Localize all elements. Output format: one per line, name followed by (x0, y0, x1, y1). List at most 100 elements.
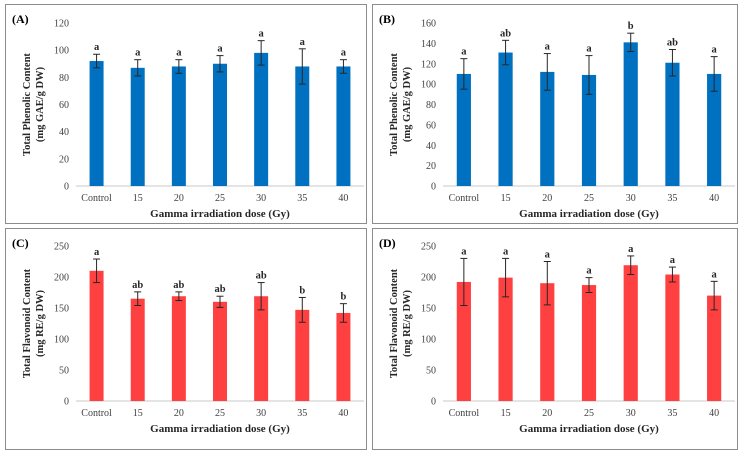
bar (89, 270, 104, 401)
y-tick-label: 120 (421, 59, 436, 70)
x-tick-label: 30 (626, 408, 636, 419)
y-axis-label-line2: (mg RE/g DW) (35, 289, 46, 357)
x-tick-label: 15 (133, 193, 143, 204)
x-tick-label: 30 (626, 193, 636, 204)
x-tick-label: Control (449, 193, 480, 204)
x-tick-label: 30 (256, 193, 266, 204)
x-tick-label: 25 (215, 193, 225, 204)
x-tick-label: 15 (501, 408, 511, 419)
y-axis-label-line1: Total Phenolic Content (389, 53, 400, 156)
y-tick-label: 250 (421, 242, 436, 253)
y-axis-label: Total Phenolic Content (mg GAE/g DW) (389, 53, 413, 156)
bar (665, 274, 680, 401)
bar (540, 283, 555, 401)
x-tick-label: 25 (215, 408, 225, 419)
significance-letter: a (94, 247, 100, 258)
y-tick-label: 100 (421, 335, 436, 346)
x-tick-label: Control (81, 408, 112, 419)
significance-letter: ab (173, 280, 184, 291)
bar (295, 66, 310, 186)
bar (254, 296, 269, 401)
significance-letter: a (712, 269, 718, 280)
y-tick-label: 0 (64, 182, 69, 193)
significance-letter: ab (214, 284, 225, 295)
y-tick-label: 0 (64, 397, 69, 408)
x-axis-label: Gamma irradiation dose (Gy) (519, 208, 659, 220)
bar (254, 52, 269, 187)
significance-letter: a (670, 255, 676, 266)
x-tick-label: 40 (338, 193, 348, 204)
x-tick-label: 20 (174, 408, 184, 419)
significance-letter: a (503, 246, 509, 257)
significance-letter: a (545, 42, 551, 53)
significance-letter: ab (132, 280, 143, 291)
y-axis-label-line2: (mg GAE/g DW) (402, 66, 413, 142)
y-tick-label: 120 (54, 19, 69, 30)
y-tick-label: 60 (59, 100, 69, 111)
x-tick-label: 20 (542, 408, 552, 419)
bar (171, 66, 186, 186)
chart-d: (D) 0 50 100 150 200 250 Total Flavonoid Conten… (379, 236, 735, 435)
y-axis-label-line1: Total Phenolic Content (22, 53, 33, 156)
bar (89, 61, 104, 186)
significance-letter: a (176, 48, 182, 59)
x-tick-label: Control (81, 193, 112, 204)
bar (498, 52, 513, 187)
bar (336, 312, 351, 401)
y-tick-label: 250 (54, 242, 69, 253)
significance-letter: a (135, 48, 141, 59)
chart-panel-c: (C) 0 50 100 150 200 250 Total Flavonoid Conten… (5, 228, 367, 450)
y-tick-label: 50 (59, 366, 69, 377)
bar (295, 309, 310, 401)
bar (213, 301, 227, 401)
chart-c: (C) 0 50 100 150 200 250 Total Flavonoid Conten… (12, 236, 364, 435)
y-axis-label-line1: Total Flavonoid Content (22, 268, 33, 378)
panel-label: (B) (379, 12, 395, 26)
bar (456, 73, 471, 186)
x-tick-label: 40 (709, 408, 719, 419)
y-tick-label: 160 (421, 19, 436, 30)
bar (171, 296, 186, 401)
y-axis-label: Total Flavonoid Content (mg RE/g DW) (389, 268, 413, 378)
bar (707, 295, 722, 401)
bar (130, 298, 145, 401)
x-tick-label: 20 (542, 193, 552, 204)
x-tick-label: 30 (256, 408, 266, 419)
y-tick-label: 60 (426, 120, 436, 131)
chart-panel-d: (D) 0 50 100 150 200 250 Total Flavonoid Conten… (372, 228, 738, 450)
y-tick-label: 200 (421, 273, 436, 284)
bar (540, 71, 555, 186)
x-tick-label: 15 (133, 408, 143, 419)
bar (213, 63, 227, 186)
bar (130, 67, 145, 186)
significance-letter: ab (500, 28, 511, 39)
y-tick-label: 80 (426, 100, 436, 111)
x-tick-label: 35 (667, 193, 677, 204)
x-tick-label: 35 (297, 408, 307, 419)
y-tick-label: 150 (421, 304, 436, 315)
y-tick-label: 40 (59, 127, 69, 138)
y-tick-label: 20 (59, 154, 69, 165)
x-tick-label: 35 (667, 408, 677, 419)
panel-label: (A) (12, 12, 29, 26)
y-tick-label: 0 (431, 182, 436, 193)
y-axis-label: Total Flavonoid Content (mg RE/g DW) (22, 268, 46, 378)
bar (336, 66, 351, 186)
x-axis-label: Gamma irradiation dose (Gy) (519, 423, 659, 435)
significance-letter: a (586, 44, 592, 55)
y-axis-label: Total Phenolic Content (mg GAE/g DW) (22, 53, 46, 156)
bar (707, 73, 722, 186)
significance-letter: ab (256, 271, 267, 282)
x-tick-label: 15 (501, 193, 511, 204)
significance-letter: a (461, 47, 467, 58)
chart-panel-a: (A) 0 20 40 60 80 100 120 Total Phenolic Content… (5, 4, 367, 224)
y-tick-label: 140 (421, 39, 436, 50)
bar (456, 281, 471, 401)
significance-letter: a (300, 37, 306, 48)
bar (498, 277, 513, 401)
y-tick-label: 200 (54, 273, 69, 284)
chart-b: (B) 0 20 40 60 80 100 120 140 160 Total Phenolic C… (379, 12, 735, 220)
x-axis-label: Gamma irradiation dose (Gy) (150, 208, 290, 220)
y-tick-label: 100 (421, 80, 436, 91)
significance-letter: a (217, 44, 223, 55)
